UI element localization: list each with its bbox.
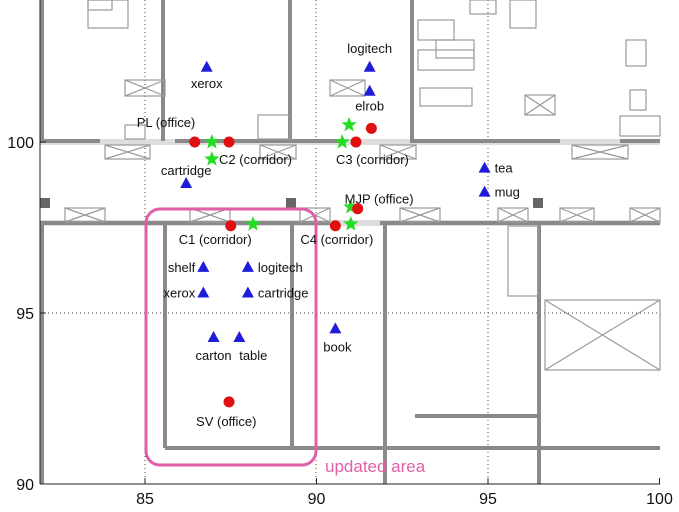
place-label: SV (office)	[196, 414, 256, 429]
axes: 85 90 95 100 90 95 100	[7, 0, 673, 508]
door-star-icon	[343, 199, 359, 214]
object-label: logitech	[347, 41, 392, 56]
object-triangle-icon	[197, 286, 210, 298]
y-tick-label: 100	[7, 135, 34, 152]
door-star-icon	[343, 216, 359, 231]
door-star-icon	[204, 134, 220, 149]
door-star-icon	[245, 216, 261, 231]
place-circle-icon	[225, 220, 237, 232]
object-triangle-icon	[207, 330, 220, 342]
x-tick-label: 90	[308, 491, 326, 508]
place-label: PL (office)	[137, 115, 196, 130]
x-tick-label: 85	[136, 491, 154, 508]
object-label: table	[239, 348, 267, 363]
updated-area-label: updated area	[325, 457, 426, 476]
object-label: carton	[196, 348, 232, 363]
object-label: mug	[495, 185, 520, 200]
place-label: C4 (corridor)	[300, 232, 373, 247]
place-circle-icon	[329, 220, 341, 232]
door-star-icon	[204, 151, 220, 166]
place-label: C3 (corridor)	[336, 152, 409, 167]
object-label: shelf	[168, 260, 196, 275]
places-layer	[189, 122, 377, 408]
y-tick-label: 95	[16, 306, 34, 323]
corridor-band-upper	[40, 139, 660, 145]
object-label: xerox	[164, 285, 196, 300]
object-label: tea	[495, 161, 514, 176]
place-circle-icon	[189, 136, 201, 148]
x-tick-label: 100	[646, 491, 673, 508]
pillar	[40, 198, 50, 208]
place-circle-icon	[223, 136, 235, 148]
door-star-icon	[341, 116, 357, 132]
object-triangle-icon	[241, 260, 254, 272]
object-triangle-icon	[180, 177, 193, 189]
door-star-icon	[334, 134, 350, 149]
object-triangle-icon	[200, 60, 213, 72]
object-label: elrob	[355, 99, 384, 114]
object-label: cartridge	[258, 285, 309, 300]
pillar	[286, 198, 296, 208]
object-label: xerox	[191, 76, 223, 91]
place-circle-icon	[223, 396, 235, 408]
place-label: C1 (corridor)	[179, 232, 252, 247]
object-triangle-icon	[478, 161, 491, 173]
object-triangle-icon	[197, 260, 210, 272]
object-triangle-icon	[363, 60, 376, 72]
object-triangle-icon	[478, 185, 491, 197]
object-triangle-icon	[363, 84, 376, 96]
pillar	[533, 198, 543, 208]
object-triangle-icon	[233, 330, 246, 342]
furniture	[64, 0, 661, 371]
object-label: logitech	[258, 260, 303, 275]
updated-area-box	[144, 207, 318, 467]
place-circle-icon	[365, 122, 377, 134]
doors-layer	[204, 116, 359, 231]
objects-layer	[180, 60, 491, 342]
object-triangle-icon	[329, 322, 342, 334]
walls	[40, 0, 660, 484]
object-label: book	[323, 339, 352, 354]
x-tick-label: 95	[479, 491, 497, 508]
place-label: MJP (office)	[345, 192, 414, 207]
object-triangle-icon	[241, 286, 254, 298]
place-circle-icon	[350, 136, 362, 148]
labels-layer: PL (office) C2 (corridor) C3 (corridor) MJP…	[137, 41, 520, 429]
place-label: C2 (corridor)	[219, 152, 292, 167]
object-label: cartridge	[161, 163, 212, 178]
place-circle-icon	[352, 203, 364, 215]
y-tick-label: 90	[16, 477, 34, 494]
